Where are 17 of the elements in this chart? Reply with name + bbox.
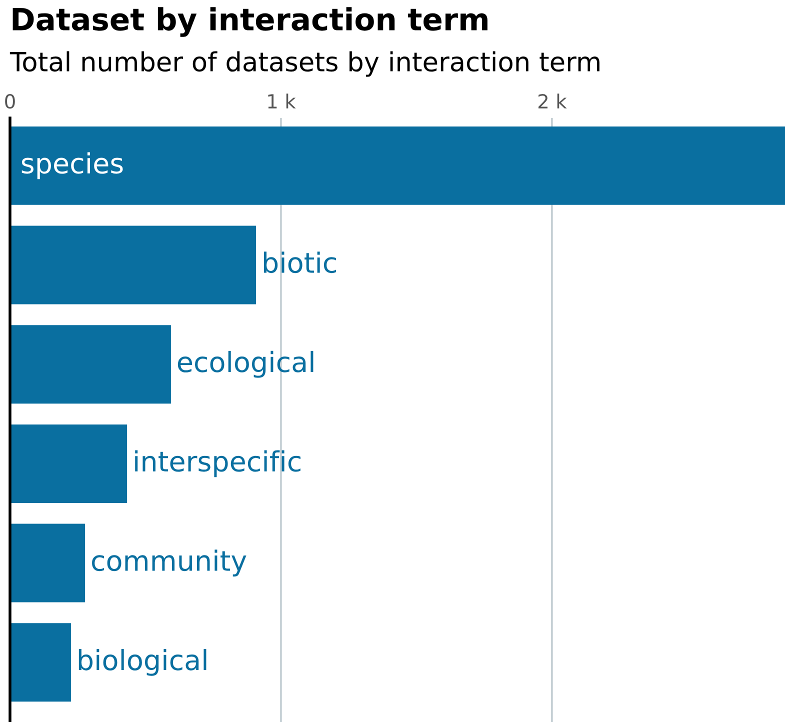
y-tick-label: community <box>92 550 246 576</box>
x-tick-label: 0 <box>5 94 15 109</box>
bar <box>10 226 256 304</box>
bar <box>10 325 171 404</box>
bar <box>10 623 71 702</box>
y-tick-label: species <box>22 152 123 180</box>
y-tick-label: interspecific <box>135 450 300 478</box>
chart-title: Dataset by interaction term <box>12 7 488 37</box>
bar <box>10 424 128 503</box>
bar <box>10 126 785 205</box>
x-tick-label: 2 k <box>538 94 567 108</box>
y-tick-label: biological <box>78 648 206 676</box>
x-tick-label: 1 k <box>268 94 296 108</box>
y-tick-label: ecological <box>178 350 314 378</box>
y-tick-label: biotic <box>264 252 336 274</box>
chart-subtitle: Total number of datasets by interaction term <box>10 51 600 77</box>
bar <box>10 524 86 602</box>
